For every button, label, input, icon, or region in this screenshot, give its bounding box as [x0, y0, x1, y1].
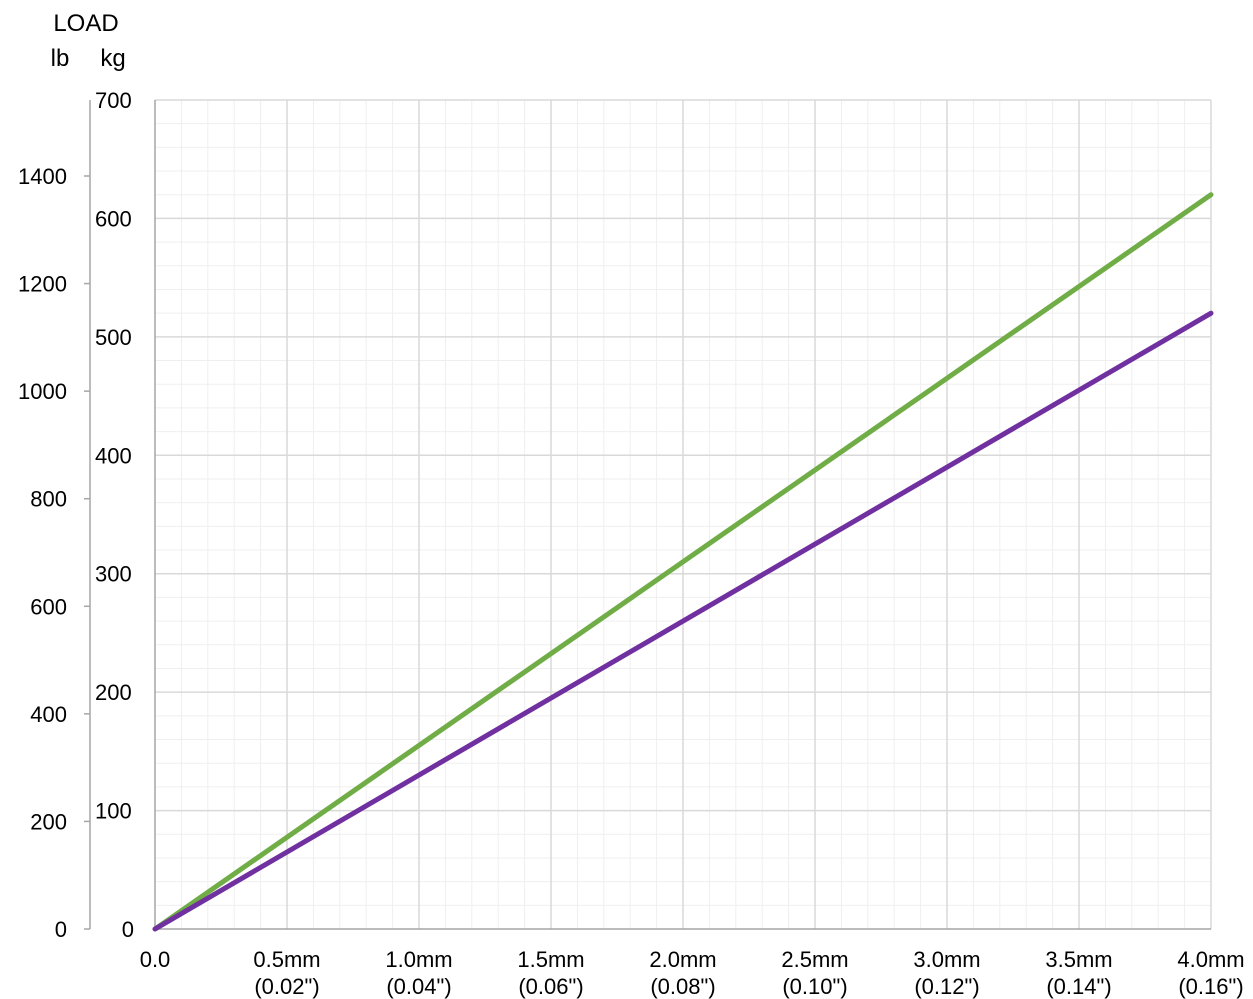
x-tick-label: 1.5mm — [517, 947, 584, 972]
series-line-2 — [152, 310, 1214, 932]
axes — [84, 100, 1211, 930]
x-tick-sublabel: (0.06") — [518, 974, 583, 999]
x-tick-label: 1.0mm — [385, 947, 452, 972]
kg-tick-label: 500 — [95, 325, 132, 350]
kg-tick-label: 200 — [95, 680, 132, 705]
lb-tick-label: 1400 — [18, 164, 67, 189]
x-tick-label: 2.5mm — [781, 947, 848, 972]
x-tick-label: 3.0mm — [913, 947, 980, 972]
x-tick-label: 4.0mm — [1177, 947, 1244, 972]
kg-tick-label: 600 — [95, 206, 132, 231]
lb-tick-label: 600 — [30, 594, 67, 619]
kg-tick-label: 0 — [122, 917, 134, 942]
header-load: LOAD — [53, 10, 118, 37]
x-tick-sublabel: (0.02") — [254, 974, 319, 999]
kg-tick-label: 400 — [95, 443, 132, 468]
series-lines — [152, 192, 1214, 932]
lb-tick-label: 1000 — [18, 379, 67, 404]
x-tick-sublabel: (0.12") — [914, 974, 979, 999]
x-tick-label: 3.5mm — [1045, 947, 1112, 972]
axis-labels: LOAD lb kg 0 200 400 600 800 1000 1200 1400 0 100… — [18, 10, 1245, 999]
kg-tick-label: 100 — [95, 799, 132, 824]
kg-tick-label: 300 — [95, 562, 132, 587]
lb-tick-label: 200 — [30, 809, 67, 834]
x-tick-sublabel: (0.16") — [1178, 974, 1243, 999]
header-unit-lb: lb — [51, 45, 70, 72]
lb-tick-label: 0 — [55, 917, 67, 942]
header-unit-kg: kg — [100, 45, 125, 72]
lb-tick-label: 800 — [30, 487, 67, 512]
x-tick-sublabel: (0.14") — [1046, 974, 1111, 999]
major-gridlines — [155, 99, 1212, 929]
x-tick-sublabel: (0.04") — [386, 974, 451, 999]
x-tick-sublabel: (0.10") — [782, 974, 847, 999]
x-tick-label: 0.0 — [140, 947, 171, 972]
lb-tick-label: 1200 — [18, 272, 67, 297]
x-tick-label: 2.0mm — [649, 947, 716, 972]
x-tick-sublabel: (0.08") — [650, 974, 715, 999]
series-line-1 — [152, 192, 1214, 932]
kg-tick-label: 700 — [95, 88, 132, 113]
x-tick-label: 0.5mm — [253, 947, 320, 972]
lb-tick-label: 400 — [30, 702, 67, 727]
